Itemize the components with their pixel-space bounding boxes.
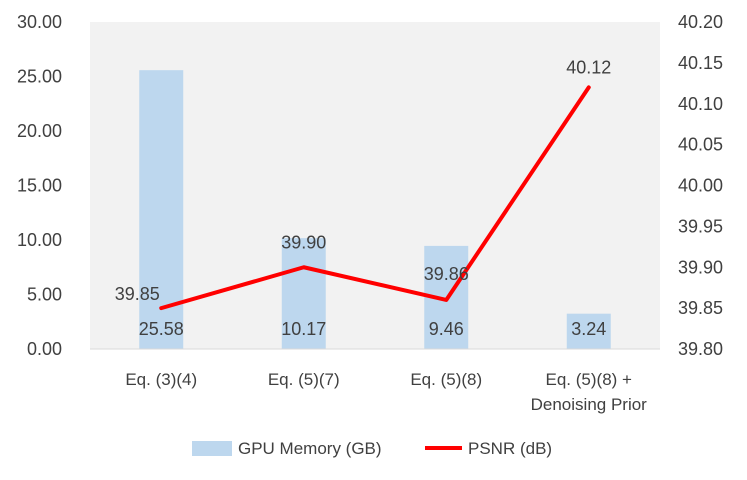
left-axis-tick-label: 30.00	[17, 12, 62, 32]
right-axis-tick-label: 40.00	[678, 176, 723, 196]
category-label: Eq. (5)(7)	[268, 370, 340, 389]
legend-label-psnr: PSNR (dB)	[468, 439, 552, 458]
legend-swatch-gpu-memory	[192, 441, 232, 456]
gpu-memory-data-label: 3.24	[571, 319, 606, 339]
psnr-data-label: 39.85	[115, 284, 160, 304]
category-label: Eq. (5)(8) +	[546, 370, 633, 389]
right-axis-tick-label: 40.10	[678, 94, 723, 114]
psnr-line	[159, 85, 591, 311]
left-axis-tick-label: 15.00	[17, 176, 62, 196]
left-axis-tick-label: 10.00	[17, 230, 62, 250]
gpu-memory-data-label: 10.17	[281, 319, 326, 339]
right-axis-tick-label: 39.85	[678, 298, 723, 318]
bar	[566, 313, 611, 349]
right-axis-tick-label: 40.20	[678, 12, 723, 32]
right-axis-tick-label: 40.05	[678, 135, 723, 155]
psnr-data-label: 40.12	[566, 57, 611, 77]
right-axis-tick-label: 40.15	[678, 53, 723, 73]
category-label: Eq. (5)(8)	[410, 370, 482, 389]
left-axis-tick-label: 0.00	[27, 339, 62, 359]
gpu-memory-data-label: 9.46	[429, 319, 464, 339]
right-axis-tick-label: 39.95	[678, 216, 723, 236]
category-label: Eq. (3)(4)	[125, 370, 197, 389]
left-axis-tick-label: 20.00	[17, 121, 62, 141]
left-axis-tick-label: 5.00	[27, 285, 62, 305]
psnr-data-label: 39.86	[424, 264, 469, 284]
right-axis-tick-label: 39.90	[678, 257, 723, 277]
gpu-memory-data-label: 25.58	[139, 319, 184, 339]
plot-area	[90, 22, 660, 349]
left-axis-tick-label: 25.00	[17, 67, 62, 87]
psnr-data-label: 39.90	[281, 232, 326, 252]
category-label: Denoising Prior	[531, 395, 648, 414]
right-axis-tick-label: 39.80	[678, 339, 723, 359]
legend-label-gpu-memory: GPU Memory (GB)	[238, 439, 382, 458]
bar	[281, 238, 326, 349]
